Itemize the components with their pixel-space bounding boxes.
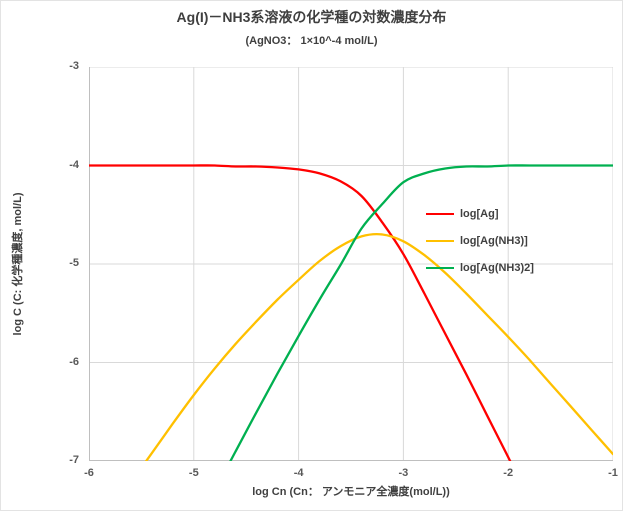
legend-item-2: log[Ag(NH3)2] xyxy=(426,254,534,281)
legend-item-1: log[Ag(NH3)] xyxy=(426,227,534,254)
y-tick-label: -5 xyxy=(69,257,79,269)
legend-item-0: log[Ag] xyxy=(426,200,534,227)
y-tick-label: -4 xyxy=(69,158,79,171)
y-tick-label: -7 xyxy=(69,454,79,466)
x-tick-label: -4 xyxy=(293,467,304,479)
legend-label: log[Ag(NH3)] xyxy=(460,234,528,247)
x-axis-title: log Cn (Cn： アンモニア全濃度(mol/L)) xyxy=(252,486,450,498)
x-tick-label: -6 xyxy=(84,467,94,479)
chart-subtitle: (AgNO3： 1×10^-4 mol/L) xyxy=(245,35,378,47)
y-axis-title: log C (C: 化学種濃度, mol/L) xyxy=(12,192,24,336)
chart-title: Ag(I)－NH3系溶液の化学種の対数濃度分布 xyxy=(176,9,447,25)
legend-swatch-icon xyxy=(426,212,454,215)
legend-label: log[Ag] xyxy=(460,207,499,220)
x-tick-label: -5 xyxy=(188,467,199,479)
legend-label: log[Ag(NH3)2] xyxy=(460,261,534,274)
plot-area: log[Ag] log[Ag(NH3)] log[Ag(NH3)2] xyxy=(88,66,614,462)
series-line-0 xyxy=(89,164,512,461)
plot-grid-and-lines xyxy=(88,66,614,462)
y-tick-label: -6 xyxy=(69,355,79,368)
x-tick-label: -1 xyxy=(608,467,618,479)
series-line-1 xyxy=(144,232,613,461)
y-tick-label: -3 xyxy=(69,60,79,72)
series-line-2 xyxy=(229,164,613,461)
chart-legend: log[Ag] log[Ag(NH3)] log[Ag(NH3)2] xyxy=(426,200,534,281)
x-tick-label: -2 xyxy=(503,467,514,479)
legend-swatch-icon xyxy=(426,239,454,242)
x-tick-label: -3 xyxy=(398,467,409,479)
legend-swatch-icon xyxy=(426,266,454,269)
